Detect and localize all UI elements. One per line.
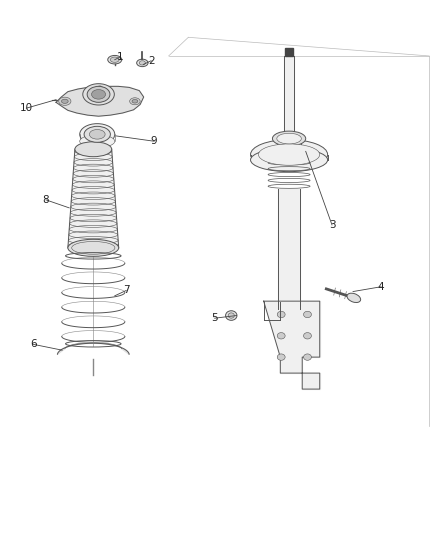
Ellipse shape [68, 239, 119, 256]
Polygon shape [278, 189, 300, 309]
Polygon shape [56, 86, 144, 116]
Ellipse shape [304, 354, 311, 360]
Ellipse shape [277, 333, 285, 339]
Ellipse shape [108, 55, 122, 64]
Text: 9: 9 [151, 136, 158, 146]
Polygon shape [57, 343, 129, 354]
Text: 6: 6 [30, 340, 37, 349]
Ellipse shape [132, 100, 138, 103]
Ellipse shape [95, 84, 104, 91]
Text: 7: 7 [123, 286, 130, 295]
Text: 4: 4 [378, 282, 385, 292]
Ellipse shape [83, 84, 114, 105]
Ellipse shape [75, 142, 112, 157]
Ellipse shape [277, 144, 301, 155]
Ellipse shape [251, 140, 328, 169]
Polygon shape [285, 48, 293, 56]
Text: 10: 10 [20, 103, 33, 113]
Ellipse shape [61, 99, 68, 103]
Ellipse shape [258, 144, 320, 165]
Ellipse shape [89, 130, 105, 139]
Ellipse shape [139, 61, 145, 65]
Ellipse shape [228, 313, 234, 318]
Ellipse shape [272, 131, 306, 146]
Ellipse shape [304, 311, 311, 318]
Ellipse shape [92, 90, 106, 99]
Ellipse shape [277, 311, 285, 318]
Text: 2: 2 [148, 56, 155, 66]
Ellipse shape [347, 293, 360, 303]
Polygon shape [284, 56, 294, 141]
Text: 1: 1 [117, 52, 124, 62]
Polygon shape [277, 139, 301, 149]
Ellipse shape [137, 59, 148, 67]
Ellipse shape [59, 97, 71, 106]
Text: 5: 5 [211, 313, 218, 323]
Ellipse shape [80, 135, 115, 148]
Ellipse shape [130, 98, 140, 105]
Ellipse shape [304, 333, 311, 339]
Ellipse shape [226, 311, 237, 320]
Polygon shape [68, 149, 119, 248]
Ellipse shape [277, 354, 285, 360]
Polygon shape [264, 301, 320, 389]
Text: 3: 3 [328, 220, 336, 230]
Ellipse shape [80, 124, 115, 145]
Ellipse shape [97, 86, 102, 89]
Ellipse shape [251, 148, 328, 172]
Ellipse shape [87, 86, 110, 102]
Text: 8: 8 [42, 195, 49, 205]
Ellipse shape [277, 133, 301, 144]
Ellipse shape [84, 126, 110, 142]
Ellipse shape [110, 57, 119, 62]
